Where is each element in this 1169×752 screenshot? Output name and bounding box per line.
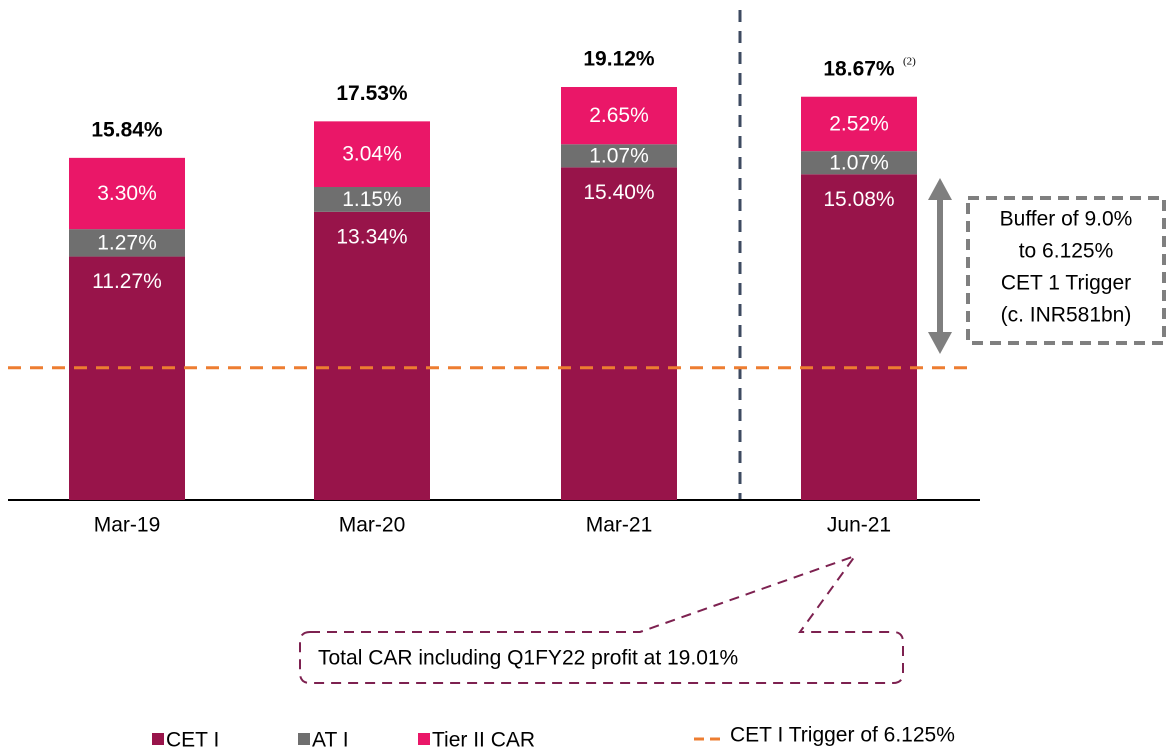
segment-label: 3.04% xyxy=(342,143,402,166)
segment-label: 1.07% xyxy=(589,144,649,167)
segment-label: 13.34% xyxy=(336,225,407,248)
segment-label: 2.52% xyxy=(829,112,889,135)
x-tick-label: Mar-20 xyxy=(339,514,406,537)
legend-swatch xyxy=(298,733,310,745)
total-label: 15.84% xyxy=(91,118,163,141)
segment-label: 1.27% xyxy=(97,231,157,254)
legend-label: AT I xyxy=(312,729,349,752)
legend-label: Tier II CAR xyxy=(432,729,535,752)
segment-label: 2.65% xyxy=(589,104,649,127)
bar-segment xyxy=(801,174,917,500)
bar-segment xyxy=(69,256,185,500)
segment-label: 11.27% xyxy=(92,270,162,293)
segment-label: 1.15% xyxy=(342,188,402,211)
x-tick-label: Mar-21 xyxy=(586,514,653,537)
x-tick-label: Jun-21 xyxy=(827,514,891,537)
legend-swatch xyxy=(418,733,430,745)
x-tick-label: Mar-19 xyxy=(94,514,161,537)
bar-segment xyxy=(801,151,917,175)
buffer-box xyxy=(966,196,1166,345)
segment-label: 3.30% xyxy=(97,182,157,205)
legend-swatch xyxy=(152,733,164,745)
segment-label: 15.40% xyxy=(583,181,654,204)
bar-segment xyxy=(314,121,430,188)
buffer-text: CET 1 Trigger xyxy=(1001,272,1131,295)
buffer-text: (c. INR581bn) xyxy=(1001,304,1132,327)
total-label: 19.12% xyxy=(583,48,655,71)
bar-segment xyxy=(314,211,430,500)
callout-text: Total CAR including Q1FY22 profit at 19.… xyxy=(318,647,738,670)
total-footnote: (2) xyxy=(903,55,916,67)
buffer-text: to 6.125% xyxy=(1019,240,1114,263)
total-label: 17.53% xyxy=(336,82,408,105)
legend-label: CET I Trigger of 6.125% xyxy=(730,724,955,747)
total-label: 18.67% xyxy=(823,57,895,80)
bar-segment xyxy=(801,96,917,152)
bar-segment xyxy=(69,229,185,257)
callout-box xyxy=(299,553,904,684)
segment-label: 15.08% xyxy=(823,188,894,211)
bar-segment xyxy=(314,187,430,212)
buffer-arrow xyxy=(928,178,952,354)
bar-segment xyxy=(561,167,677,501)
legend-label: CET I xyxy=(166,729,219,752)
buffer-text: Buffer of 9.0% xyxy=(1000,208,1133,231)
segment-label: 1.07% xyxy=(829,151,889,174)
bar-segment xyxy=(561,87,677,145)
bar-segment xyxy=(561,144,677,168)
bar-segment xyxy=(69,157,185,230)
